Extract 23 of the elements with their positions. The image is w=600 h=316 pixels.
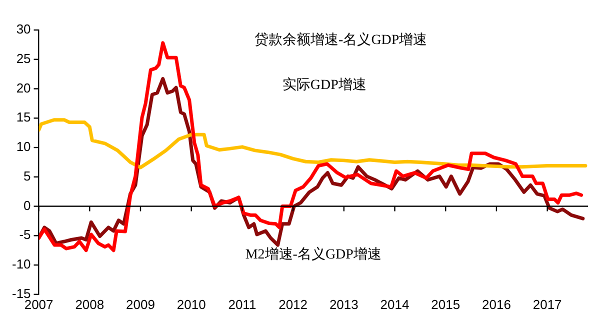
x-tick-label: 2014 (380, 296, 410, 312)
x-tick-label: 2011 (228, 296, 256, 312)
x-tick-label: 2009 (126, 296, 155, 312)
y-tick-label: 30 (16, 22, 31, 37)
x-tick-label: 2016 (482, 296, 511, 312)
y-tick-label: -10 (12, 256, 31, 272)
annotation: 贷款余额增速-名义GDP增速 (254, 32, 428, 48)
annotation: M2增速-名义GDP增速 (245, 246, 382, 262)
x-tick-label: 2012 (278, 296, 308, 312)
x-tick-label: 2013 (329, 296, 358, 312)
annotation: 实际GDP增速 (282, 77, 366, 94)
y-tick-label: 15 (16, 110, 31, 125)
y-tick-label: -15 (12, 286, 31, 301)
x-tick-label: 2017 (532, 296, 562, 312)
y-tick-label: 10 (16, 139, 31, 154)
x-tick-label: 2008 (75, 296, 104, 312)
y-tick-label: 0 (24, 198, 31, 213)
y-tick-label: 20 (16, 80, 31, 96)
y-tick-label: -5 (19, 227, 31, 242)
x-tick-label: 2015 (431, 296, 460, 312)
y-tick-label: 25 (16, 50, 31, 66)
x-tick-label: 2010 (176, 296, 206, 312)
y-tick-label: 5 (24, 168, 31, 184)
